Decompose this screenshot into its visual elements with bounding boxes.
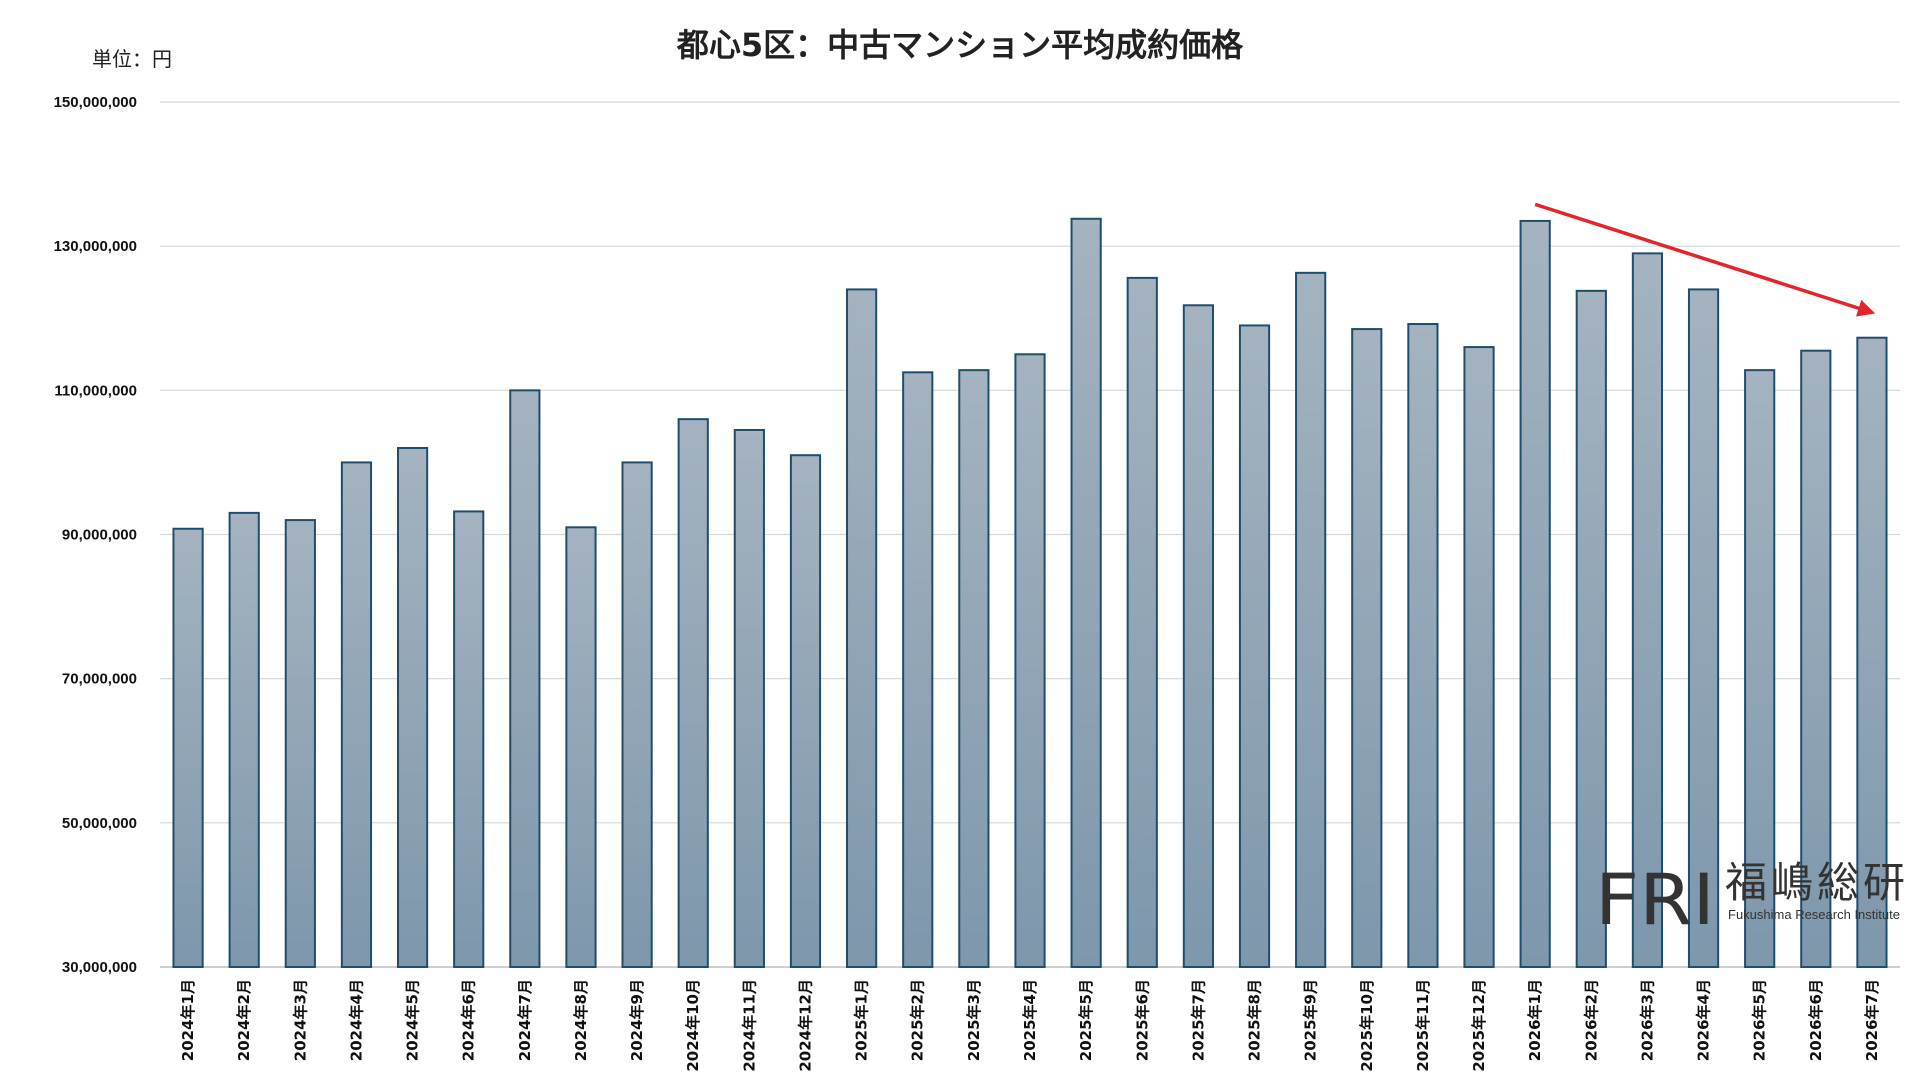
bar — [1800, 349, 1832, 968]
bar — [677, 418, 709, 968]
x-tick-label: 2026年3月 — [1638, 979, 1656, 1061]
y-tick-label: 130,000,000 — [54, 238, 137, 255]
bar — [1519, 219, 1551, 968]
x-tick-label: 2025年10月 — [1358, 979, 1376, 1072]
y-tick-label: 150,000,000 — [54, 94, 137, 111]
bar — [1182, 304, 1214, 968]
y-tick-label: 70,000,000 — [62, 671, 137, 688]
bar — [902, 371, 934, 968]
x-tick-label: 2024年12月 — [796, 979, 814, 1072]
x-tick-label: 2024年3月 — [291, 979, 309, 1061]
bar — [1744, 369, 1776, 968]
y-tick-label: 50,000,000 — [62, 815, 137, 832]
bar — [1856, 336, 1888, 968]
bars — [172, 217, 1888, 969]
logo: FRI 福嶋総研 Fukushima Research Institute — [1595, 858, 1909, 941]
x-tick-label: 2025年4月 — [1021, 979, 1039, 1061]
bar — [789, 454, 822, 968]
unit-label: 単位：円 — [92, 47, 172, 71]
bar — [1014, 353, 1046, 968]
bar — [509, 389, 541, 969]
bar — [172, 527, 204, 968]
annotations — [1534, 202, 1876, 317]
trend-arrow — [1534, 202, 1876, 317]
x-tick-label: 2025年1月 — [853, 979, 871, 1061]
logo-mark: FRI — [1595, 859, 1715, 941]
x-tick-label: 2026年5月 — [1751, 979, 1769, 1061]
x-tick-label: 2024年9月 — [628, 979, 646, 1061]
bar — [1351, 328, 1383, 968]
y-tick-label: 30,000,000 — [62, 959, 137, 976]
x-tick-label: 2025年3月 — [965, 979, 983, 1061]
x-tick-label: 2024年2月 — [235, 979, 253, 1061]
bar — [396, 447, 429, 968]
x-tick-label: 2025年2月 — [909, 979, 927, 1061]
bar — [846, 288, 878, 968]
y-axis-ticks: 30,000,000 50,000,000 70,000,000 90,000,000… — [54, 94, 137, 976]
y-tick-label: 90,000,000 — [62, 527, 137, 544]
x-tick-label: 2024年4月 — [347, 979, 365, 1061]
bar — [1631, 252, 1664, 968]
bar — [733, 428, 765, 968]
bar — [621, 461, 653, 968]
logo-name: 福嶋総研 — [1725, 858, 1909, 907]
bar — [565, 526, 597, 969]
x-tick-label: 2025年6月 — [1133, 979, 1151, 1061]
bar — [340, 461, 373, 968]
x-tick-label: 2026年2月 — [1582, 979, 1600, 1061]
bar — [1575, 289, 1607, 968]
bar — [228, 511, 260, 968]
x-tick-label: 2026年1月 — [1526, 979, 1544, 1061]
y-tick-label: 110,000,000 — [54, 382, 137, 399]
bar — [1126, 276, 1158, 968]
x-tick-label: 2024年7月 — [516, 979, 534, 1061]
x-tick-label: 2024年1月 — [179, 979, 197, 1061]
bar — [1070, 217, 1102, 968]
x-tick-label: 2025年7月 — [1189, 979, 1207, 1061]
x-tick-label: 2025年11月 — [1414, 979, 1432, 1072]
x-tick-label: 2025年8月 — [1246, 979, 1264, 1061]
bar — [284, 519, 316, 968]
bar — [1687, 288, 1720, 968]
x-tick-label: 2026年6月 — [1807, 979, 1825, 1061]
logo-subtitle: Fukushima Research Institute — [1728, 907, 1900, 922]
x-tick-label: 2025年12月 — [1470, 979, 1488, 1072]
x-tick-label: 2026年4月 — [1695, 979, 1713, 1061]
chart-title: 都心5区：中古マンション平均成約価格 — [676, 26, 1244, 64]
x-tick-label: 2026年7月 — [1863, 979, 1881, 1061]
bar — [1238, 324, 1271, 969]
x-tick-label: 2024年8月 — [572, 979, 590, 1061]
bar — [958, 369, 990, 968]
x-axis-ticks: 2024年1月 2024年2月 2024年3月 2024年4月 2024年5月 2024年… — [179, 979, 1881, 1072]
bar — [1463, 346, 1495, 969]
bar — [453, 510, 485, 968]
x-tick-label: 2024年6月 — [460, 979, 478, 1061]
x-tick-label: 2024年11月 — [740, 979, 758, 1072]
x-tick-label: 2025年9月 — [1302, 979, 1320, 1061]
bar — [1407, 323, 1439, 968]
x-tick-label: 2024年10月 — [684, 979, 702, 1072]
bar — [1295, 271, 1327, 968]
x-tick-label: 2025年5月 — [1077, 979, 1095, 1061]
x-tick-label: 2024年5月 — [404, 979, 422, 1061]
